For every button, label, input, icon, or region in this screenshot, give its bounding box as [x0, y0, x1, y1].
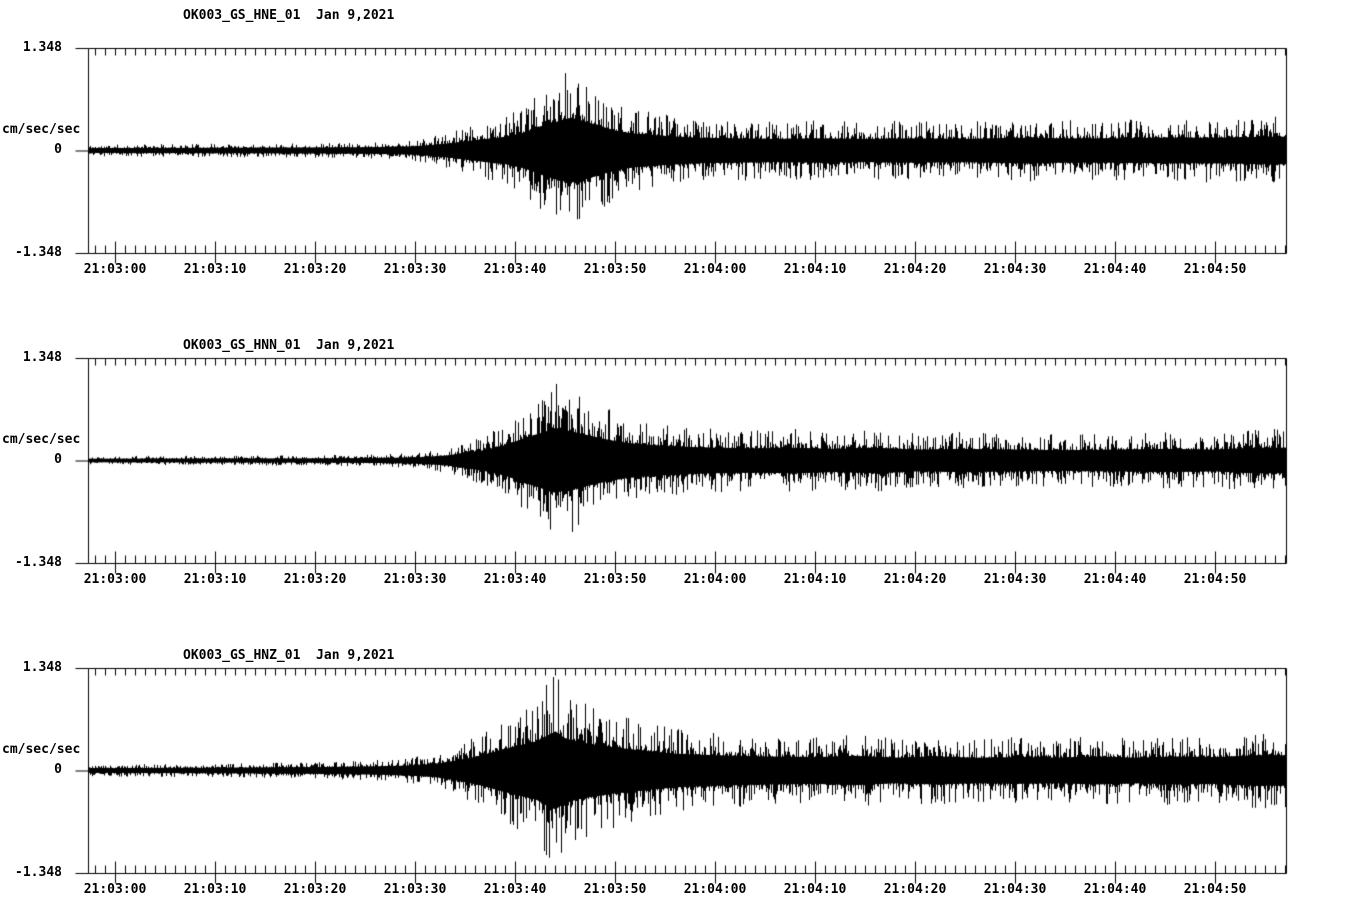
x-tick-label: 21:04:10: [783, 262, 847, 277]
x-tick-label: 21:03:40: [483, 262, 547, 277]
x-tick-label: 21:03:00: [83, 882, 147, 897]
x-tick-label: 21:04:30: [983, 262, 1047, 277]
x-tick-label: 21:03:50: [583, 262, 647, 277]
x-tick-label: 21:04:40: [1083, 572, 1147, 587]
x-tick-label: 21:03:40: [483, 572, 547, 587]
x-tick-label: 21:03:20: [283, 262, 347, 277]
ytick-min-hne: -1.348: [15, 245, 62, 260]
panel-title-hne: OK003_GS_HNE_01 Jan 9,2021: [183, 8, 395, 23]
x-tick-label: 21:04:20: [883, 882, 947, 897]
yaxis-units-hnn: cm/sec/sec: [2, 432, 81, 447]
ytick-zero-hnz: 0: [54, 762, 62, 777]
panel-title-hnz: OK003_GS_HNZ_01 Jan 9,2021: [183, 648, 395, 663]
ytick-min-hnz: -1.348: [15, 865, 62, 880]
ytick-zero-hnn: 0: [54, 452, 62, 467]
x-tick-label: 21:03:30: [383, 572, 447, 587]
x-tick-label: 21:03:30: [383, 262, 447, 277]
x-tick-label: 21:03:50: [583, 882, 647, 897]
x-tick-label: 21:03:10: [183, 572, 247, 587]
ytick-max-hnz: 1.348: [22, 660, 62, 675]
x-tick-label: 21:04:10: [783, 572, 847, 587]
x-tick-label: 21:04:10: [783, 882, 847, 897]
x-tick-label: 21:03:40: [483, 882, 547, 897]
ytick-max-hnn: 1.348: [22, 350, 62, 365]
ytick-min-hnn: -1.348: [15, 555, 62, 570]
x-tick-label: 21:04:20: [883, 572, 947, 587]
x-tick-label: 21:03:20: [283, 572, 347, 587]
yaxis-units-hnz: cm/sec/sec: [2, 742, 81, 757]
x-tick-label: 21:03:10: [183, 262, 247, 277]
panel-title-hnn: OK003_GS_HNN_01 Jan 9,2021: [183, 338, 395, 353]
x-tick-label: 21:03:30: [383, 882, 447, 897]
x-tick-label: 21:03:00: [83, 262, 147, 277]
x-tick-label: 21:03:00: [83, 572, 147, 587]
x-tick-label: 21:04:40: [1083, 882, 1147, 897]
x-tick-label: 21:03:10: [183, 882, 247, 897]
x-tick-label: 21:04:00: [683, 882, 747, 897]
ytick-zero-hne: 0: [54, 142, 62, 157]
x-tick-label: 21:03:50: [583, 572, 647, 587]
x-tick-label: 21:04:40: [1083, 262, 1147, 277]
x-tick-label: 21:04:20: [883, 262, 947, 277]
x-tick-label: 21:04:50: [1183, 572, 1247, 587]
x-tick-label: 21:04:00: [683, 262, 747, 277]
x-tick-label: 21:04:50: [1183, 262, 1247, 277]
x-tick-label: 21:04:30: [983, 572, 1047, 587]
yaxis-units-hne: cm/sec/sec: [2, 122, 81, 137]
x-tick-label: 21:04:30: [983, 882, 1047, 897]
x-tick-label: 21:04:50: [1183, 882, 1247, 897]
x-tick-label: 21:04:00: [683, 572, 747, 587]
x-tick-label: 21:03:20: [283, 882, 347, 897]
ytick-max-hne: 1.348: [22, 40, 62, 55]
